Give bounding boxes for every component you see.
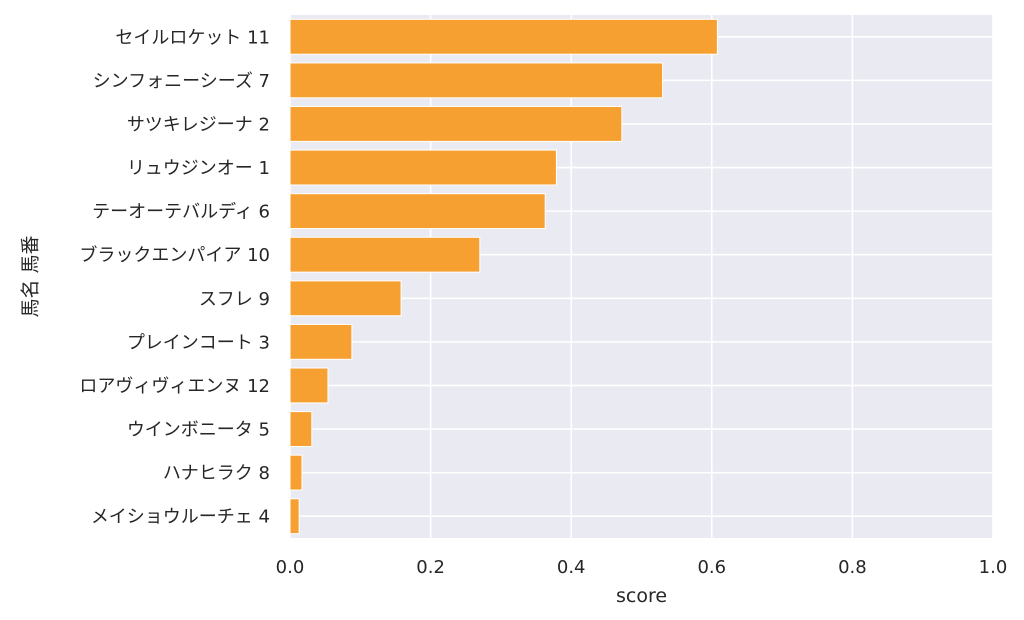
bar (289, 498, 300, 535)
x-tick-label: 0.8 (838, 557, 867, 578)
bar (289, 236, 481, 273)
bar (289, 411, 313, 447)
bar (289, 280, 402, 317)
bar (289, 62, 664, 99)
y-tick-label: リュウジンオー 1 (127, 158, 270, 179)
y-tick-label: シンフォニーシーズ 7 (93, 71, 270, 92)
bar (289, 106, 623, 142)
bar (289, 18, 718, 55)
bar (289, 149, 557, 186)
y-tick-label: ロアヴィヴィエンヌ 12 (79, 376, 270, 397)
x-tick-label: 0.2 (416, 557, 445, 578)
bar (289, 367, 329, 404)
x-axis-title: score (616, 585, 667, 607)
x-tick-label: 0.4 (557, 557, 586, 578)
y-tick-label: ハナヒラク 8 (163, 463, 270, 484)
y-tick-label: セイルロケット 11 (115, 27, 270, 48)
y-tick-label: プレインコート 3 (127, 332, 270, 353)
bar (289, 323, 353, 360)
bars (289, 18, 718, 535)
plot-area (290, 15, 993, 538)
bar (289, 193, 546, 230)
y-tick-label: サツキレジーナ 2 (127, 114, 270, 135)
y-tick-label: メイショウルーチェ 4 (91, 507, 270, 528)
y-tick-label: スフレ 9 (199, 289, 270, 310)
x-tick-label: 0.6 (697, 557, 726, 578)
x-tick-label: 1.0 (979, 557, 1008, 578)
x-tick-labels: 0.0 0.2 0.4 0.6 0.8 1.0 (276, 557, 1008, 578)
bar (289, 454, 303, 491)
y-tick-label: テーオーテバルディ 6 (92, 202, 270, 223)
y-tick-label: ウインボニータ 5 (127, 420, 270, 441)
y-axis-title: 馬名 馬番 (20, 235, 42, 317)
y-tick-label: ブラックエンパイア 10 (79, 244, 270, 266)
y-tick-labels: セイルロケット 11 シンフォニーシーズ 7 サツキレジーナ 2 リュウジンオー 1 テ… (79, 27, 270, 527)
x-tick-label: 0.0 (276, 557, 305, 578)
